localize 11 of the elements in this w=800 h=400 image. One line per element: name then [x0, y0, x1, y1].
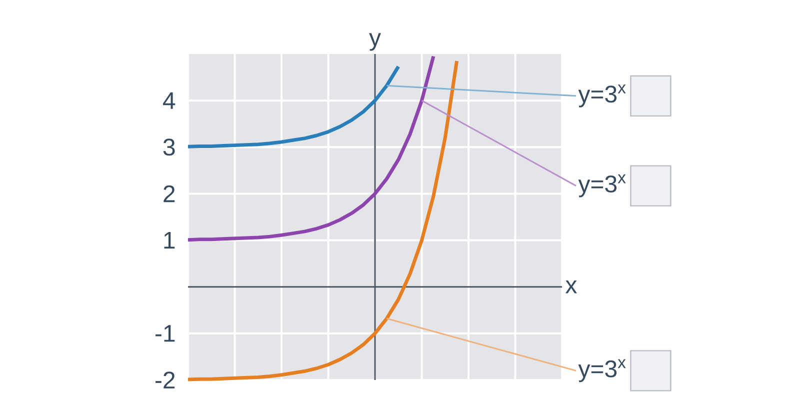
y-tick-label: -1 [156, 325, 175, 342]
x-axis-title: x [565, 280, 577, 294]
text: y=3$^{x}$ [578, 359, 626, 382]
y-tick-label: -2 [156, 372, 175, 388]
y-tick-label: 3 [163, 138, 175, 156]
text: y=3$^{x}$ [578, 174, 626, 198]
text: y=3$^{x}$ [578, 84, 626, 108]
y-tick-label: 4 [163, 92, 176, 109]
y-tick-label: 1 [164, 232, 175, 249]
y-axis-title: y [369, 33, 381, 51]
y-tick-label: 2 [164, 185, 175, 202]
